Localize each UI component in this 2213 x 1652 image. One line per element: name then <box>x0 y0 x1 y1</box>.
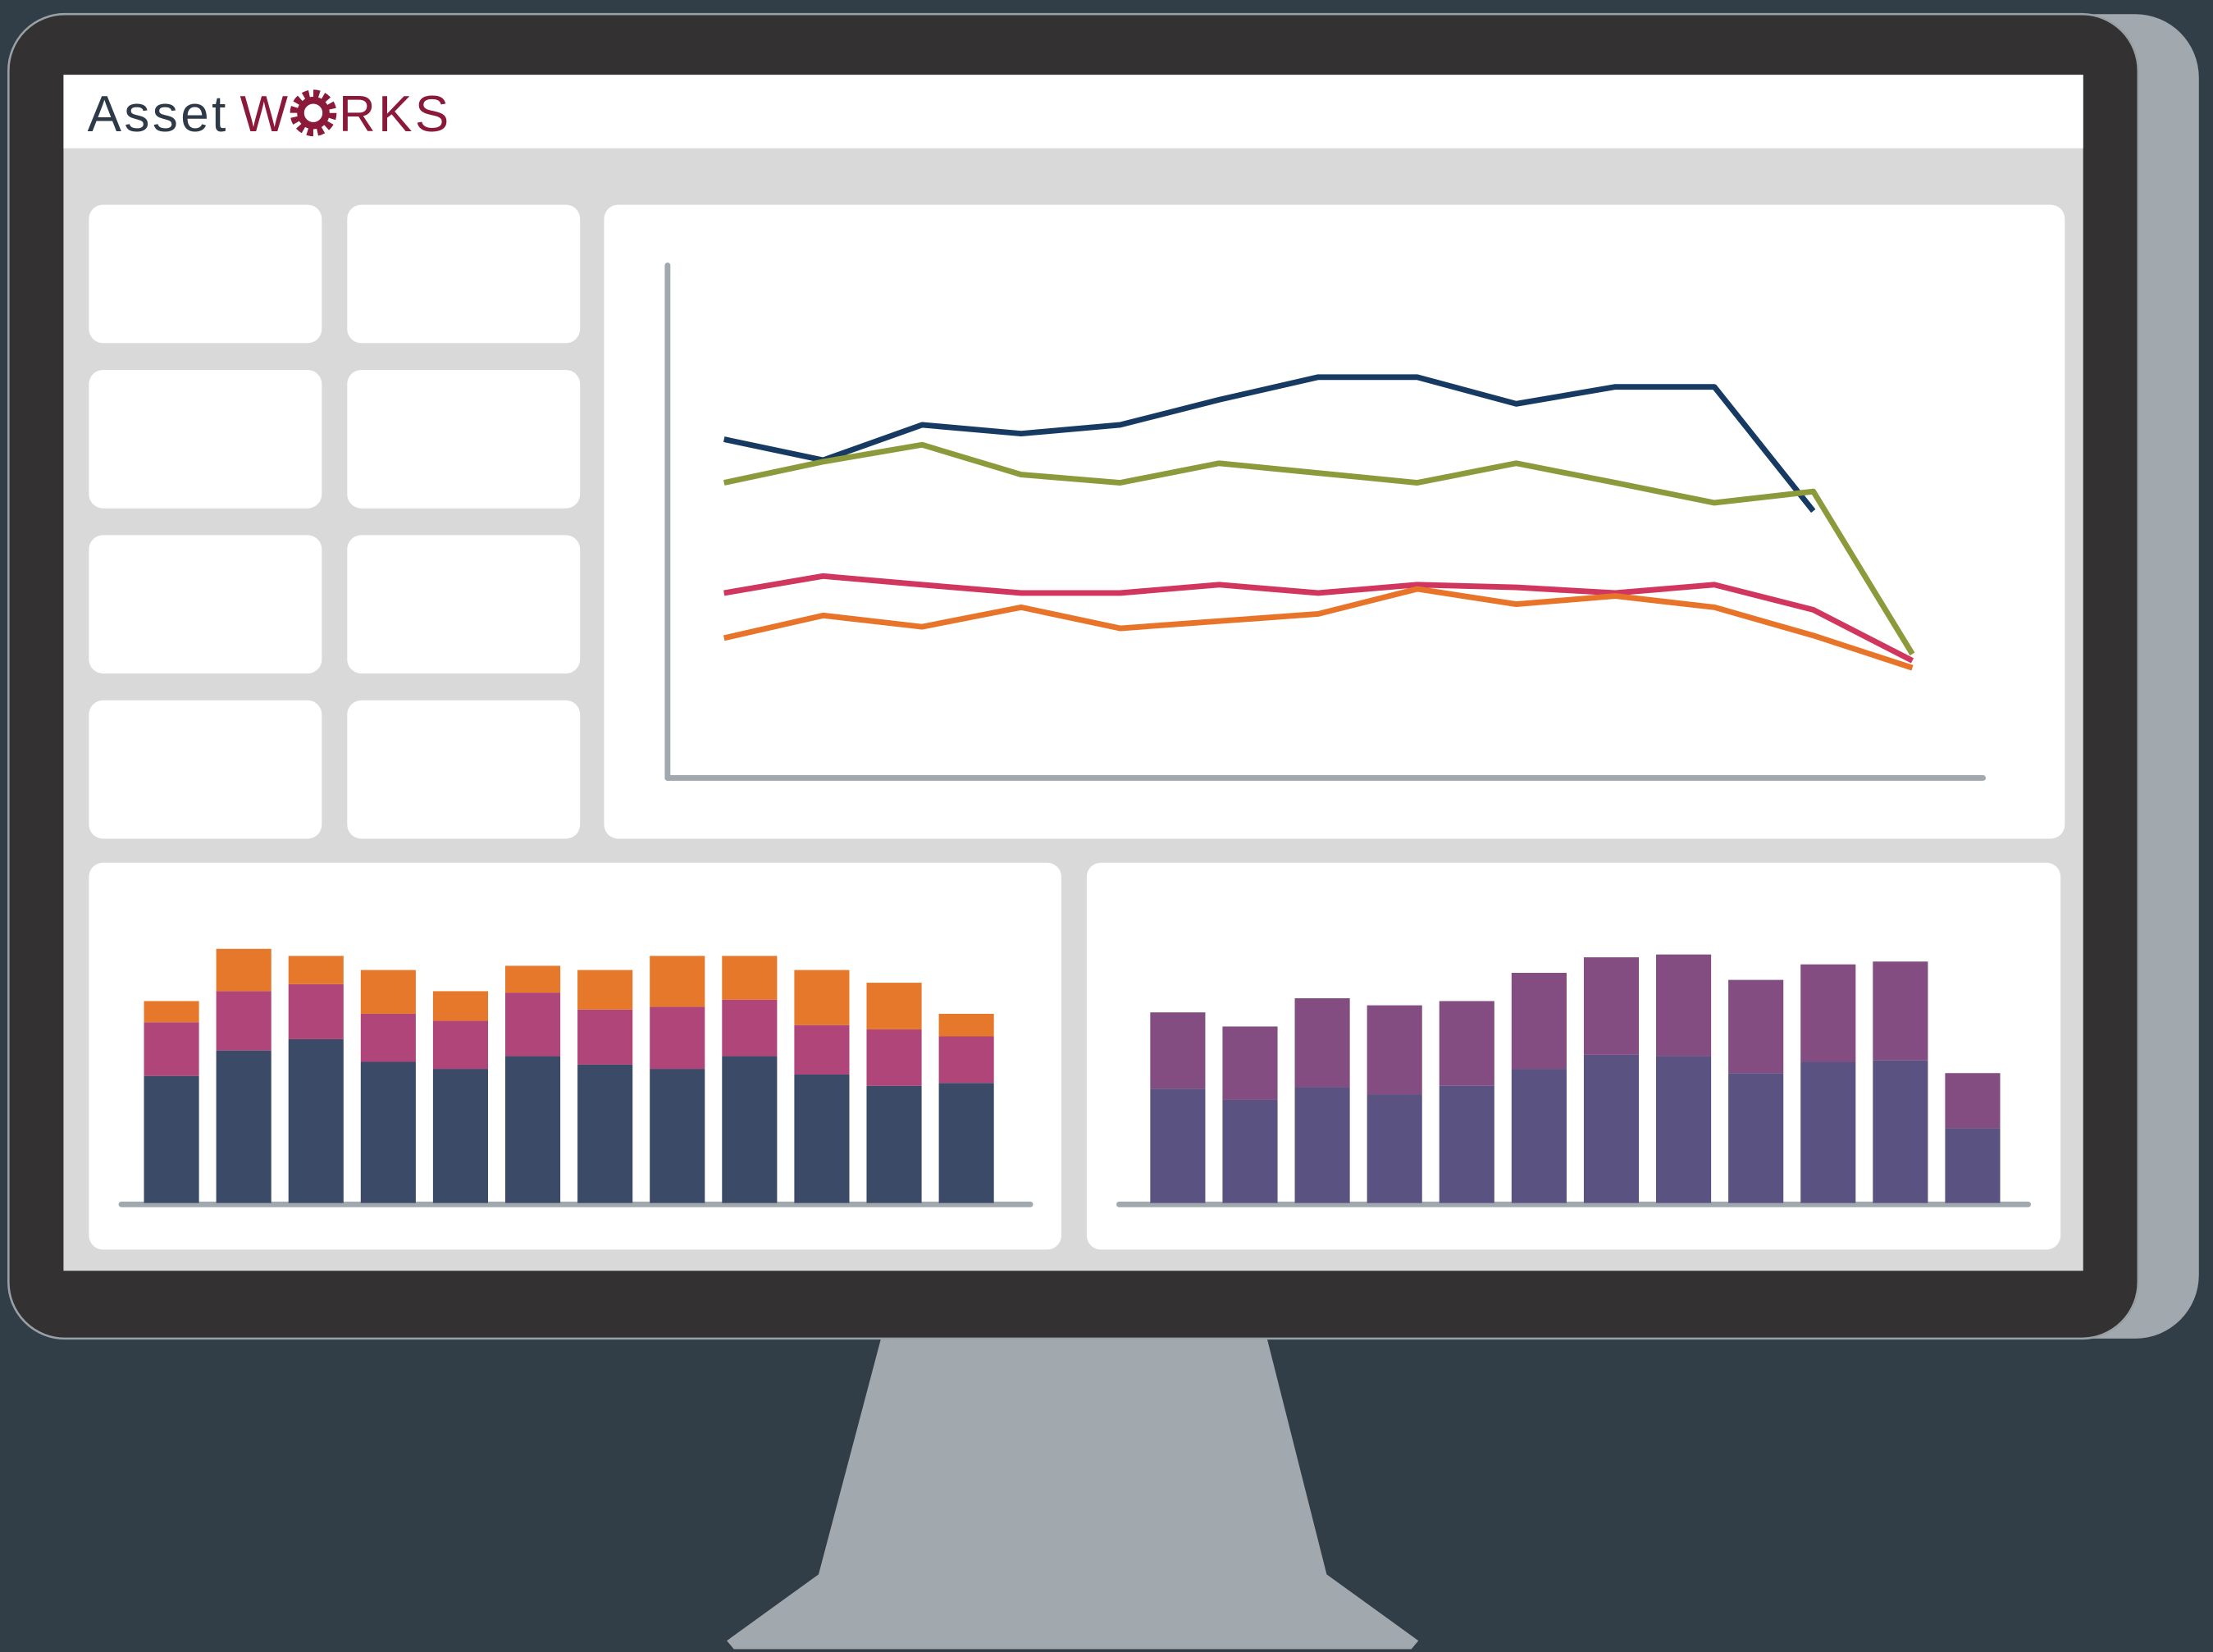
bar-segment <box>1584 1055 1639 1203</box>
bar-segment <box>1873 961 1928 1060</box>
bar-segment <box>722 1056 777 1203</box>
bar-segment <box>1800 1061 1855 1202</box>
bar-segment <box>505 993 560 1056</box>
bar-segment <box>1222 1026 1277 1100</box>
bar-segment <box>1440 1001 1494 1085</box>
bar-segment <box>289 956 344 983</box>
bar-segment <box>144 1001 199 1022</box>
tile <box>347 701 580 839</box>
tile <box>89 205 322 344</box>
bar-segment <box>217 991 271 1050</box>
tile <box>89 370 322 509</box>
bar-segment <box>1440 1086 1494 1203</box>
bar-segment <box>866 1086 921 1203</box>
logo-w: W <box>240 86 291 143</box>
bar-segment <box>144 1022 199 1075</box>
bar-segment <box>577 970 632 1010</box>
bar-segment <box>1295 998 1350 1087</box>
bar-segment <box>1656 955 1711 1056</box>
bar-segment <box>1873 1061 1928 1203</box>
bar-segment <box>1512 1069 1567 1203</box>
page: Asset W RKS (() => { const data = JSON.p… <box>0 0 2213 1652</box>
bar-segment <box>939 1014 994 1037</box>
tile <box>89 535 322 673</box>
bar-segment <box>1512 973 1567 1069</box>
tile <box>347 205 580 344</box>
bar-segment <box>1222 1100 1277 1203</box>
bar-segment <box>361 970 416 1014</box>
bar-segment <box>1584 957 1639 1055</box>
bar-segment <box>1295 1087 1350 1202</box>
tile <box>89 701 322 839</box>
bar-segment <box>1150 1088 1205 1202</box>
bar-segment <box>361 1014 416 1062</box>
bar-segment <box>289 984 344 1039</box>
bar-segment <box>1150 1012 1205 1088</box>
bar-segment <box>1728 980 1783 1074</box>
bar-segment <box>289 1039 344 1203</box>
bar-segment <box>722 1000 777 1056</box>
bar-segment <box>505 965 560 993</box>
bar-segment <box>722 956 777 999</box>
bar-segment <box>794 970 849 1025</box>
line-panel <box>604 205 2065 839</box>
bar-segment <box>1945 1128 2000 1202</box>
bar-segment <box>217 949 271 992</box>
bar-segment <box>144 1076 199 1203</box>
bar-segment <box>866 1029 921 1086</box>
bar-segment <box>433 991 488 1020</box>
bar-segment <box>939 1036 994 1083</box>
bar-segment <box>505 1056 560 1203</box>
bar-segment <box>1728 1073 1783 1202</box>
bar-segment <box>650 956 705 1006</box>
bar-segment <box>1367 1006 1422 1094</box>
bar-segment <box>1800 965 1855 1062</box>
bar-segment <box>650 1006 705 1069</box>
bar-segment <box>794 1075 849 1203</box>
bar-segment <box>433 1021 488 1070</box>
bar-segment <box>650 1069 705 1203</box>
bar-segment <box>939 1083 994 1202</box>
logo-asset: Asset <box>88 86 229 143</box>
tile <box>347 370 580 509</box>
bar-segment <box>577 1065 632 1203</box>
logo-rks: RKS <box>339 86 452 143</box>
bar-segment <box>866 983 921 1029</box>
bar-segment <box>433 1069 488 1203</box>
bar-segment <box>1656 1056 1711 1203</box>
bar-segment <box>1367 1094 1422 1203</box>
bar-segment <box>794 1025 849 1075</box>
bar-segment <box>577 1010 632 1065</box>
bar-segment <box>1945 1073 2000 1128</box>
bar-segment <box>361 1061 416 1202</box>
tile <box>347 535 580 673</box>
monitor-illustration: Asset W RKS <box>0 0 2213 1652</box>
bar-segment <box>217 1051 271 1203</box>
